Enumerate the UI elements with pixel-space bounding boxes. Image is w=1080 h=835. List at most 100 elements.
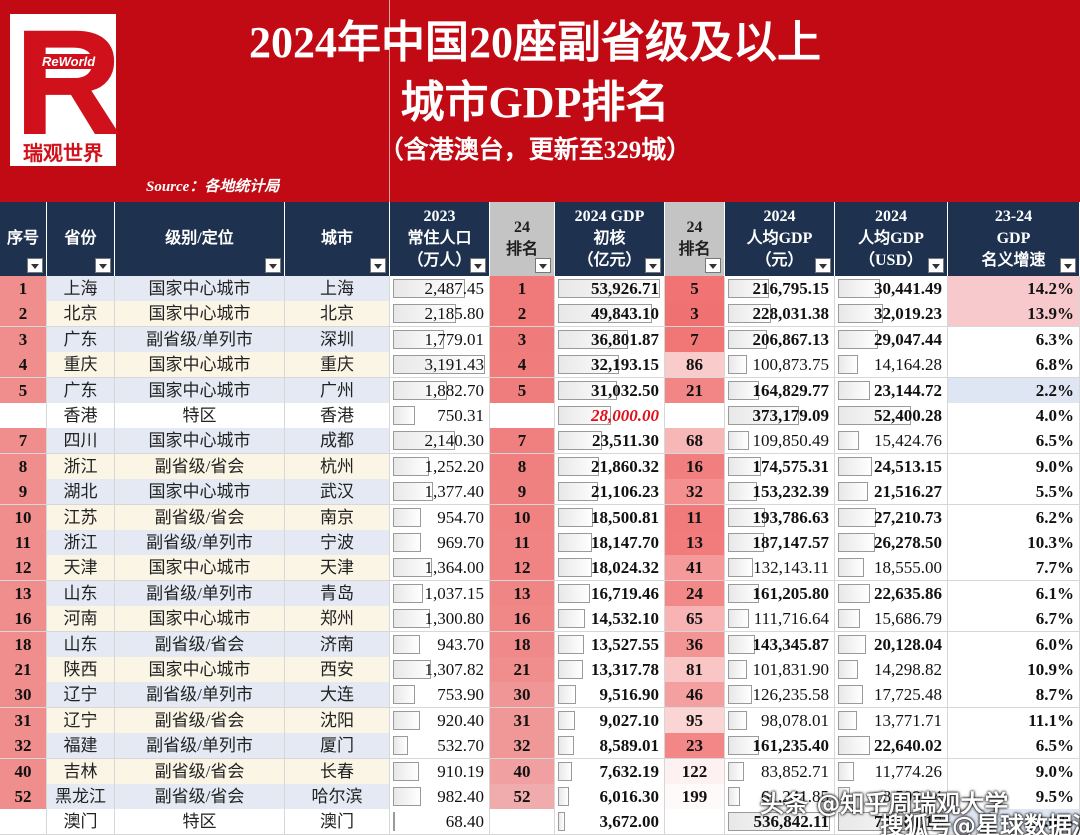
data-bar [728, 787, 740, 806]
table-cell: 10.3% [948, 530, 1080, 556]
header-text: （USD） [858, 252, 923, 269]
table-cell: 187,147.57 [725, 530, 835, 556]
cell-text: 18 [14, 634, 32, 654]
table-cell: 16 [490, 606, 555, 633]
cell-text: 国家中心城市 [148, 660, 251, 679]
table-cell: 5.5% [948, 479, 1080, 506]
filter-button[interactable] [27, 258, 43, 273]
table-cell: 98,078.01 [725, 707, 835, 734]
table-cell: 3,672.00 [555, 809, 665, 835]
table-cell: 32 [0, 733, 47, 760]
table-cell: 21,106.23 [555, 479, 665, 506]
cell-text: 30 [513, 685, 531, 705]
table-cell: 153,232.39 [725, 479, 835, 506]
filter-button[interactable] [1060, 258, 1076, 273]
cell-text: 北京 [320, 304, 354, 324]
cell-text: 3 [690, 304, 699, 324]
table-cell: 7.7% [948, 555, 1080, 582]
table-cell: 大连 [285, 682, 390, 709]
cell-text: 3 [18, 329, 28, 349]
filter-button[interactable] [370, 258, 386, 273]
table-cell: 5 [0, 377, 47, 404]
cell-text: 101,831.90 [752, 660, 830, 679]
table-cell: 12 [490, 555, 555, 582]
table-cell: 126,235.58 [725, 682, 835, 709]
table-cell: 32,193.15 [555, 352, 665, 379]
filter-button[interactable] [928, 258, 944, 273]
column-header: 23-24 GDP 名义增速 [948, 202, 1080, 276]
data-bar [393, 558, 433, 578]
table-cell: 81 [665, 657, 725, 683]
table-cell: 40 [490, 758, 555, 785]
table-cell: 厦门 [285, 733, 390, 760]
table-cell: 6.5% [948, 428, 1080, 455]
table-cell: 5 [490, 377, 555, 404]
cell-text: 7 [690, 329, 699, 349]
table-cell: 9.0% [948, 758, 1080, 785]
header-text: 2023 [423, 208, 456, 225]
data-bar [558, 609, 586, 629]
table-cell: 46 [665, 682, 725, 709]
cell-text: 6.3% [1035, 329, 1074, 349]
header-text: （元） [755, 252, 804, 269]
table-cell: 161,235.40 [725, 733, 835, 760]
watermark: 头条 @知乎周瑞观大学 [760, 790, 1009, 818]
table-cell: 8,589.01 [555, 733, 665, 760]
table-cell: 13,317.78 [555, 657, 665, 683]
table-cell: 重庆 [47, 352, 115, 379]
filter-button[interactable] [535, 258, 551, 273]
table-cell: 上海 [47, 276, 115, 302]
cell-text: 16,719.46 [591, 583, 659, 603]
table-cell: 28,000.00 [555, 403, 665, 429]
filter-button[interactable] [815, 258, 831, 273]
cell-text: 24 [686, 583, 703, 603]
table-cell: 206,867.13 [725, 326, 835, 353]
cell-text: 23 [686, 736, 703, 756]
cell-text: 9,027.10 [599, 710, 660, 730]
table-cell: 22,640.02 [835, 733, 948, 760]
filter-button[interactable] [95, 258, 111, 273]
cell-text: 宁波 [320, 533, 354, 552]
cell-text: 浙江 [63, 456, 98, 476]
table-cell [490, 809, 555, 835]
logo-name: 瑞观世界 [23, 141, 103, 165]
table-cell: 国家中心城市 [115, 657, 285, 683]
data-bar [558, 482, 598, 502]
data-bar [728, 456, 762, 476]
table-cell: 国家中心城市 [115, 377, 285, 404]
cell-text: 26,278.50 [874, 533, 942, 552]
table-cell: 4 [0, 352, 47, 379]
table-cell: 228,031.38 [725, 301, 835, 328]
cell-text: 164,829.77 [752, 380, 830, 400]
table-cell: 15,686.79 [835, 606, 948, 633]
table-cell: 济南 [285, 631, 390, 658]
table-cell: 52 [0, 784, 47, 810]
data-bar [838, 787, 850, 806]
cell-text: 深圳 [320, 329, 354, 349]
data-bar [838, 456, 873, 476]
table-cell: 11,774.26 [835, 758, 948, 785]
filter-button[interactable] [705, 258, 721, 273]
cell-text: 上海 [320, 279, 354, 298]
table-cell: 23,511.30 [555, 428, 665, 455]
cell-text: 国家中心城市 [148, 431, 251, 451]
filter-button[interactable] [645, 258, 661, 273]
table-cell: 3 [665, 301, 725, 328]
data-bar [728, 812, 830, 832]
filter-button[interactable] [470, 258, 486, 273]
cell-text: 32 [686, 482, 703, 502]
table-cell: 深圳 [285, 326, 390, 353]
cell-text: 重庆 [63, 355, 98, 375]
table-cell: 982.40 [390, 784, 490, 810]
filter-button[interactable] [265, 258, 281, 273]
cell-text: 13,317.78 [591, 660, 659, 679]
table-cell: 23,144.72 [835, 377, 948, 404]
cell-text: 黑龙江 [55, 787, 106, 806]
cell-text: 北京 [63, 304, 98, 324]
cell-text: 大连 [320, 685, 354, 705]
table-cell: 1,300.80 [390, 606, 490, 633]
column-header: 2023 常住人口 （万人） [390, 202, 490, 276]
table-cell: 12 [0, 555, 47, 582]
cell-text: 山东 [63, 583, 98, 603]
table-cell: 9,027.10 [555, 707, 665, 734]
